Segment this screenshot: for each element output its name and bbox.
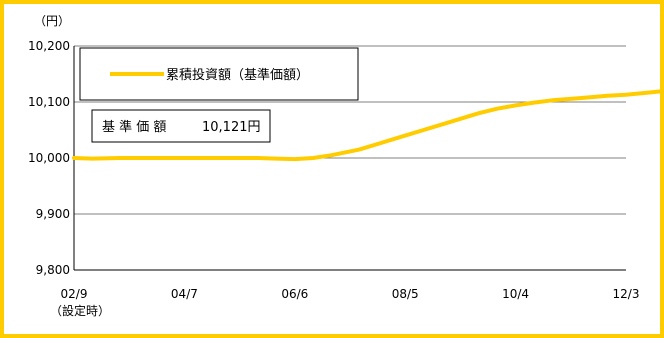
legend-entry: 累積投資額（基準価額） xyxy=(166,67,309,83)
y-tick-label: 10,000 xyxy=(28,151,70,165)
x-tick-label: 04/7 xyxy=(171,287,198,301)
info-box-value: 10,121円 xyxy=(202,120,261,135)
info-box-label: 基 準 価 額 xyxy=(102,119,166,135)
x-tick-label: 12/3 xyxy=(613,287,640,301)
series-lines xyxy=(72,89,664,162)
x-tick-label: 02/9 xyxy=(61,287,88,301)
series-line-0 xyxy=(72,89,664,162)
x-tick-labels: 02/9 （設定時） 04/7 06/6 08/5 10/4 12/3 xyxy=(50,287,639,318)
y-tick-label: 10,200 xyxy=(28,39,70,53)
legend: 累積投資額（基準価額） xyxy=(79,47,359,101)
y-tick-label: 9,900 xyxy=(36,207,70,221)
y-tick-label: 10,100 xyxy=(28,95,70,109)
x-tick-sublabel: （設定時） xyxy=(50,303,110,318)
info-box: 基 準 価 額 10,121円 xyxy=(91,109,271,143)
y-tick-label: 9,800 xyxy=(36,263,70,277)
info-box-frame xyxy=(91,109,271,143)
y-axis-unit: （円） xyxy=(34,14,70,28)
x-tick-label: 10/4 xyxy=(502,287,529,301)
x-tick-label: 08/5 xyxy=(392,287,419,301)
x-tick-label: 06/6 xyxy=(281,287,308,301)
y-tick-labels: 9,800 9,900 10,000 10,100 10,200 xyxy=(28,39,70,277)
